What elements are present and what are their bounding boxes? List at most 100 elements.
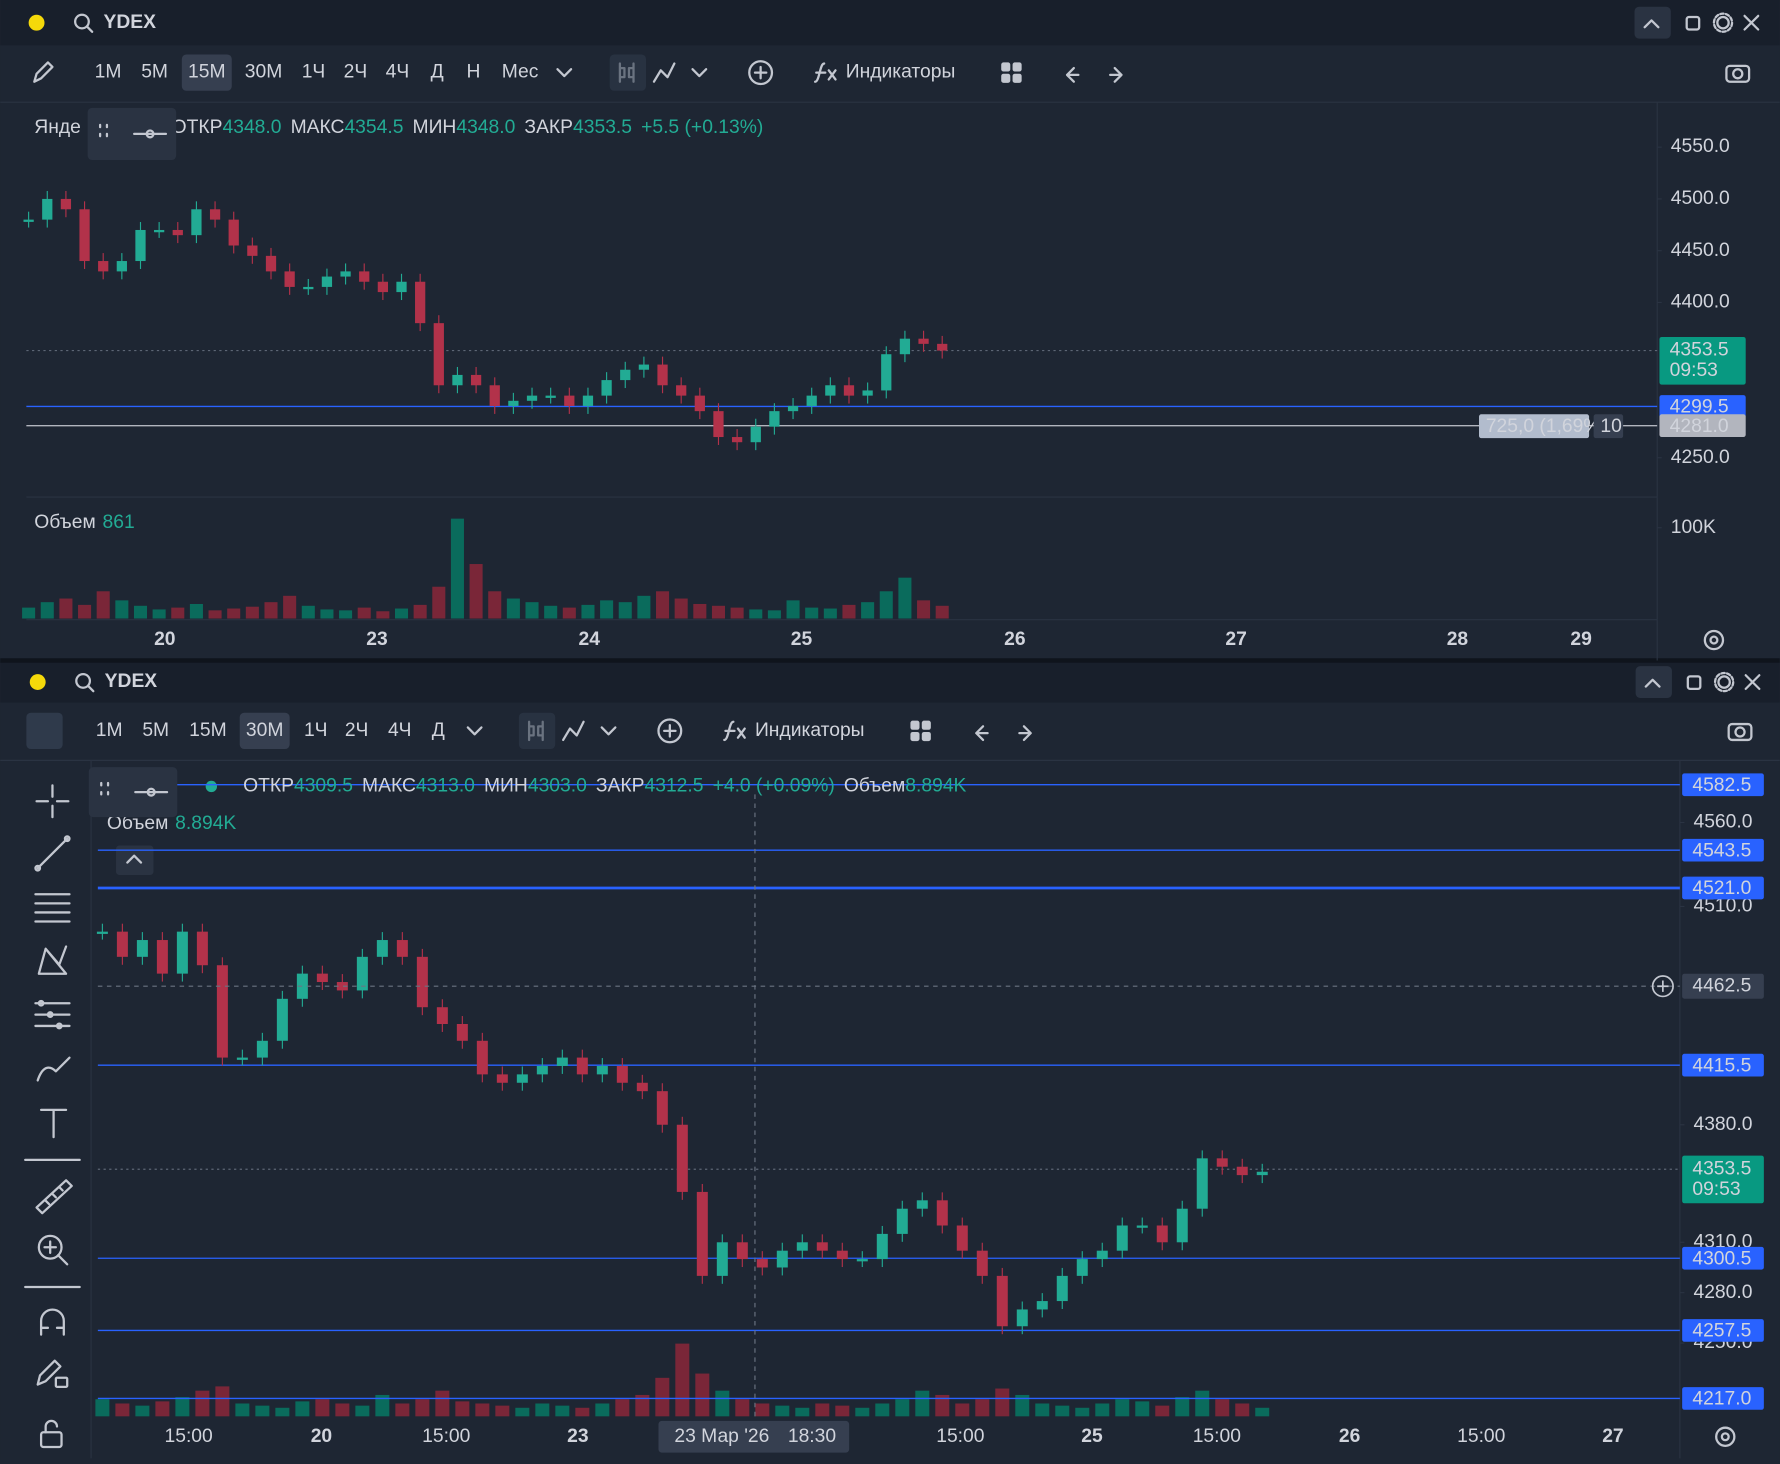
x-tick-label: 25 [1081,1426,1103,1447]
live-dot [205,780,218,793]
volume-value: 8.894K [905,776,966,797]
x-tick-label: 26 [1004,629,1026,650]
crosshair-date-bg [658,1420,850,1453]
timeframe[interactable]: 30М [245,62,283,83]
legend-widget[interactable] [87,107,177,161]
price-label-bg [1682,773,1764,797]
volume-title: Объем [107,813,168,834]
volume-bar [40,602,54,619]
volume-bar [815,1403,830,1417]
candle-body [1076,1259,1088,1276]
volume-legend: Объем 8.894K [107,813,236,834]
candle-body [508,400,519,406]
y-tick-label: 4560.0 [1693,812,1752,833]
volume-bar [767,610,781,619]
drawing-tools[interactable] [24,784,81,1449]
candle-body [416,956,428,1008]
chart-type-active[interactable] [518,712,556,750]
candle-body [247,245,258,256]
volume-bar [525,602,539,619]
timeframe[interactable]: 1Ч [302,62,326,83]
candle-body [265,255,277,272]
volume-bar [295,1401,310,1417]
volume-bar [755,1403,770,1417]
volume-bar [730,607,744,619]
candle-body [1016,1309,1028,1327]
timeframe[interactable]: 5М [142,720,169,741]
candle-body [433,323,444,386]
measure-bars: 10 [1600,416,1621,437]
timeframe[interactable]: 30М [246,720,284,741]
candle-body [716,1242,728,1276]
timeframe[interactable]: 2Ч [345,720,369,741]
candle-body [1056,1275,1068,1302]
timeframe-active[interactable] [181,54,232,91]
timeframe[interactable]: Д [431,62,444,83]
candle-body [156,940,168,974]
crosshair-add[interactable] [1651,975,1674,998]
candle-body [918,338,929,344]
indicators[interactable]: Индикаторы [755,720,865,741]
draw-active[interactable] [26,712,63,750]
volume-bar [935,605,949,619]
volume-bar [655,1377,670,1417]
volume-bar [775,1405,790,1417]
timeframe-active[interactable] [239,712,290,750]
candle-body [256,1040,268,1058]
candle-body [516,1074,528,1083]
candle-body [316,973,328,983]
timeframe[interactable]: 1М [95,62,122,83]
ohlc-label: МИН [484,776,528,797]
timeframe[interactable]: 2Ч [344,62,368,83]
window-controls[interactable] [1643,12,1761,693]
current-price: 4353.5 [1692,1158,1751,1179]
candle-body [1036,1301,1048,1310]
candle-body [756,1259,768,1268]
volume-bar [656,591,670,619]
indicators[interactable]: Индикаторы [846,62,956,83]
volume-bar [475,1403,490,1417]
candle-body [1116,1225,1128,1251]
layout-icon[interactable] [910,62,1022,742]
candle-body [452,374,463,386]
timeframe[interactable]: 1Ч [304,720,328,741]
volume-bar [115,600,129,619]
timeframe[interactable]: 4Ч [388,720,412,741]
candle-body [769,411,780,427]
candle-body [23,219,34,222]
volume-bar [544,605,558,619]
candle-body [276,998,288,1041]
volume-bar [898,577,912,619]
timeframe[interactable]: 5М [141,62,168,83]
volume-bar [495,1405,510,1417]
volume-bar [152,609,166,619]
candle-body [636,1082,648,1092]
candle-body [154,229,165,233]
timeframe[interactable]: Мес [502,62,539,83]
volume-bar [674,598,688,619]
legend-widget[interactable] [88,767,178,818]
candle-body [336,982,348,991]
timeframe[interactable]: 1М [96,720,123,741]
candle-body [1176,1208,1188,1243]
candle-body [79,209,90,262]
expand-button[interactable] [116,845,154,875]
timeframe[interactable]: Д [432,720,445,741]
timeframe[interactable]: 15М [188,62,226,83]
volume-bar [637,595,651,619]
crosshair-add [1657,980,1669,992]
volume-bar [875,1403,890,1417]
change: +5.5 (+0.13%) [641,117,763,138]
volume-tick-label: 100K [1671,517,1716,538]
ohlc-value: 4353.5 [573,117,632,138]
ohlc-value: 4348.0 [456,117,515,138]
timeframe[interactable]: 4Ч [386,62,410,83]
candle-body [876,1233,888,1260]
x-tick-label: 28 [1447,629,1469,650]
candle-body [856,1259,868,1262]
chart-type-active[interactable] [609,54,646,91]
timeframe[interactable]: 15М [189,720,227,741]
timeframe[interactable]: Н [467,62,481,83]
price-label-bg [1682,1053,1764,1077]
ohlc-value: 4313.0 [416,776,475,797]
